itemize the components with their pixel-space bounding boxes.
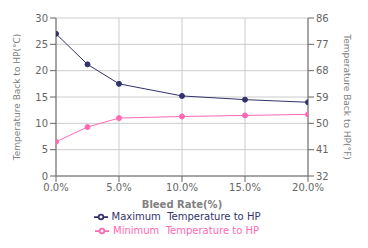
- svg-text:0: 0: [42, 171, 48, 182]
- html-text:Maximum Temperature to HP: Maximum Temperature to HP: [111, 211, 261, 222]
- svg-text:59: 59: [316, 92, 329, 103]
- svg-text:15: 15: [35, 92, 48, 103]
- html-text:Minimum Temperature to HP: Minimum Temperature to HP: [113, 225, 259, 236]
- svg-text:5.0%: 5.0%: [106, 182, 131, 193]
- svg-text:41: 41: [316, 144, 329, 155]
- svg-text:68: 68: [316, 65, 329, 76]
- svg-text:Temperature Back to HP(°F): Temperature Back to HP(°F): [342, 33, 352, 159]
- svg-text:50: 50: [316, 118, 329, 129]
- svg-text:30: 30: [35, 13, 48, 24]
- svg-text:25: 25: [35, 39, 48, 50]
- svg-text:10.0%: 10.0%: [166, 182, 198, 193]
- svg-text:77: 77: [316, 39, 329, 50]
- svg-text:10: 10: [35, 118, 48, 129]
- svg-text:Temperature Back to HP(°C): Temperature Back to HP(°C): [12, 34, 22, 161]
- svg-text:5: 5: [42, 144, 48, 155]
- svg-text:15.0%: 15.0%: [229, 182, 261, 193]
- svg-text:0.0%: 0.0%: [43, 182, 68, 193]
- svg-text:20: 20: [35, 65, 48, 76]
- svg-text:32: 32: [316, 171, 329, 182]
- svg-text:86: 86: [316, 13, 329, 24]
- svg-text:20.0%: 20.0%: [292, 182, 324, 193]
- svg-text:Bleed Rate(%): Bleed Rate(%): [142, 199, 222, 210]
